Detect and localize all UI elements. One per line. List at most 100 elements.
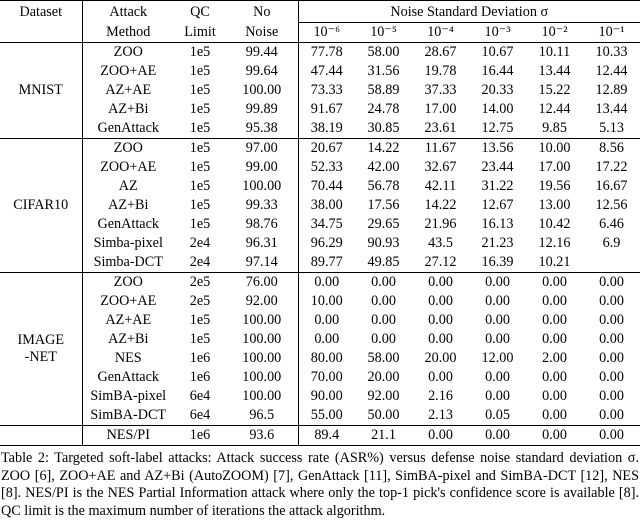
table-cell: 2e5 (174, 272, 226, 292)
table-cell: 24.78 (367, 101, 400, 117)
table-cell: 98.76 (226, 215, 299, 234)
table-cell: ZOO (82, 138, 174, 158)
table-cell: 19.78 (424, 63, 457, 79)
table-cell: 16.44 (481, 63, 514, 79)
table-cell: 80.00 (310, 350, 343, 366)
table-cell: 20.00 (424, 350, 457, 366)
table-cell: 32.67 (424, 159, 457, 175)
table-row: GenAttack 1e5 95.38 38.19 30.85 23.61 12.75 9.8… (0, 119, 640, 139)
table-cell: 2e4 (189, 254, 211, 270)
table-cell: Simba-pixel (93, 235, 163, 251)
table-cell: 58.00 (355, 42, 412, 62)
table-cell: 12.89 (595, 82, 628, 98)
table-cell: 28.67 (412, 42, 469, 62)
table-cell: 89.77 (310, 254, 343, 270)
table-cell: 99.89 (226, 100, 299, 119)
table-cell: 1e5 (189, 82, 211, 98)
header-cell: 10⁻² (541, 24, 568, 40)
header-cell: 10⁻⁵ (370, 24, 397, 40)
header-cell: 10⁻⁴ (427, 24, 454, 40)
table-cell: SimBA-pixel (90, 388, 167, 404)
table-cell: ZOO+AE (100, 293, 157, 309)
dataset-cell: MNIST (0, 42, 83, 139)
table-cell: 100.00 (226, 387, 299, 406)
table-cell: 6.9 (602, 235, 621, 251)
table-cell: 52.33 (310, 159, 343, 175)
table-row: AZ+AE 1e5 100.00 73.33 58.89 37.33 20.33 15.22 1… (0, 81, 640, 100)
table-cell: 2.16 (428, 388, 453, 404)
table-cell: 31.22 (481, 178, 514, 194)
table-row: NES 1e6 100.00 80.00 58.00 20.00 12.00 2.00 0.00 (0, 349, 640, 368)
table-cell: 10.21 (538, 254, 571, 270)
table-row: IMAGE -NET ZOO 2e5 76.00 0.00 0.00 0.00 0.00 0.0… (0, 272, 640, 426)
table-row: MNIST ZOO 1e5 99.44 77.78 58.00 28.67 10.67 10.1… (0, 42, 640, 139)
table-caption: Table 2: Targeted soft-label attacks: At… (1, 450, 639, 519)
empty-cell (583, 253, 640, 273)
table-cell: 1e5 (189, 63, 211, 79)
table-cell: 34.75 (310, 216, 343, 232)
table-cell: 96.29 (310, 235, 343, 251)
table-cell: 0.00 (526, 272, 583, 292)
table-cell: 23.44 (481, 159, 514, 175)
header-cell: Noise (226, 22, 299, 43)
table-cell: 11.67 (412, 138, 469, 158)
table-cell: 1e5 (189, 331, 211, 347)
table-cell: 0.00 (412, 272, 469, 292)
table-cell: 96.31 (226, 234, 299, 253)
table-cell: 1e5 (174, 42, 226, 62)
table-cell: 5.13 (599, 120, 624, 136)
table-cell: 77.78 (298, 42, 355, 62)
table-cell: 97.14 (226, 253, 299, 273)
table-cell: 92.00 (226, 292, 299, 311)
table-cell: 12.16 (538, 235, 571, 251)
table-cell: 16.67 (595, 178, 628, 194)
dataset-cell: IMAGE -NET (0, 272, 83, 426)
header-cell: Method (106, 23, 151, 40)
table-cell: ZOO (82, 272, 174, 292)
table-cell: 12.67 (481, 197, 514, 213)
table-cell: 14.22 (424, 197, 457, 213)
table-cell: 10.42 (538, 216, 571, 232)
table-cell: 1e5 (189, 178, 211, 194)
table-cell: 10.00 (526, 138, 583, 158)
table-cell: 12.00 (481, 350, 514, 366)
table-cell: 1e5 (189, 197, 211, 213)
table-cell: 0.00 (428, 312, 453, 328)
table-row: ZOO+AE 2e5 92.00 10.00 0.00 0.00 0.00 0.00 0.00 (0, 292, 640, 311)
table-cell: 0.00 (428, 369, 453, 385)
table-cell: 0.00 (542, 331, 567, 347)
header-row: Dataset Attack QC No Noise Standard Deviatio… (0, 0, 640, 23)
table-row: ZOO+AE 1e5 99.64 47.44 31.56 19.78 16.44 13.44 1… (0, 62, 640, 81)
table-cell: 0.00 (583, 272, 640, 292)
table-cell: 100.00 (226, 81, 299, 100)
table-cell: 13.56 (469, 138, 526, 158)
table-cell: 0.00 (599, 388, 624, 404)
table-row: NES/PI 1e6 93.6 89.4 21.1 0.00 0.00 0.00 0.00 (0, 425, 640, 446)
table-cell: 0.00 (371, 293, 396, 309)
table-cell: 0.00 (371, 331, 396, 347)
header-cell: Dataset (0, 0, 83, 23)
table-cell: 47.44 (310, 63, 343, 79)
table-cell: 12.44 (595, 63, 628, 79)
table-cell: 19.56 (538, 178, 571, 194)
table-cell: 0.00 (485, 369, 510, 385)
table-cell: 0.00 (526, 425, 583, 446)
table-cell: 12.44 (538, 101, 571, 117)
table-cell: ZOO+AE (100, 159, 157, 175)
table-row: AZ 1e5 100.00 70.44 56.78 42.11 31.22 19.56 16.6… (0, 177, 640, 196)
table-cell: 42.00 (367, 159, 400, 175)
table-cell: 17.00 (538, 159, 571, 175)
header-cell: 10⁻¹ (598, 24, 625, 40)
table-cell: 99.44 (226, 42, 299, 62)
table-cell: 2e5 (189, 293, 211, 309)
table-cell: GenAttack (97, 369, 159, 385)
table-cell: 100.00 (226, 311, 299, 330)
table-cell: 55.00 (310, 407, 343, 423)
table-cell: 12.75 (481, 120, 514, 136)
table-cell: 56.78 (367, 178, 400, 194)
table-cell: 0.00 (298, 272, 355, 292)
table-cell: 20.00 (367, 369, 400, 385)
table-cell: 6e4 (189, 407, 211, 423)
header-cell: 10⁻⁶ (313, 24, 341, 40)
